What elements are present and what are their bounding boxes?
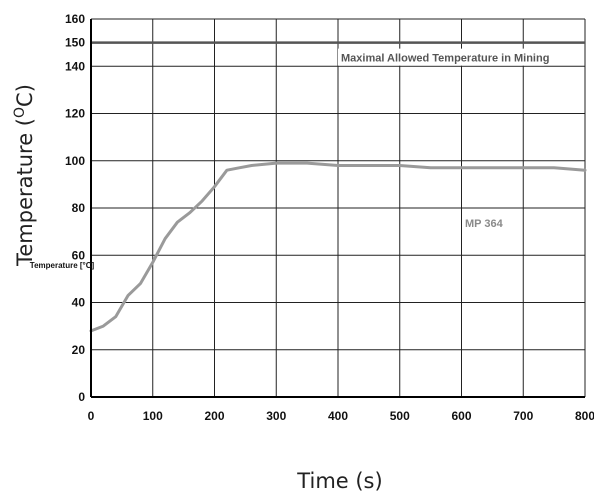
y-tick-label-120: 120 xyxy=(65,107,85,121)
y-tick-label-80: 80 xyxy=(72,201,86,215)
reference-line-group: Maximal Allowed Temperature in Mining xyxy=(91,41,585,66)
y-tick-label-0: 0 xyxy=(78,390,85,404)
y-axis-title-prefix: Temperature ( xyxy=(13,118,37,267)
x-axis-title: Time (s) xyxy=(296,469,382,492)
y-axis-title-sup: O xyxy=(12,107,28,118)
reference-label-bg xyxy=(338,48,544,66)
series-line-0 xyxy=(89,161,587,333)
reference-line-label: Maximal Allowed Temperature in Mining xyxy=(341,53,549,65)
x-tick-label-0: 0 xyxy=(88,409,95,423)
x-tick-label-300: 300 xyxy=(266,409,286,423)
y-tick-label-40: 40 xyxy=(72,296,86,310)
y-tick-label-20: 20 xyxy=(72,343,86,357)
x-tick-label-100: 100 xyxy=(143,409,163,423)
inner-y-label: Temperature [°C] xyxy=(30,261,95,270)
grid-lines xyxy=(90,18,586,398)
y-tick-label-160: 160 xyxy=(65,12,85,26)
axes xyxy=(90,19,585,398)
x-tick-label-500: 500 xyxy=(390,409,410,423)
y-tick-label-60: 60 xyxy=(72,248,86,262)
y-tick-label-140: 140 xyxy=(65,59,85,73)
y-tick-label-100: 100 xyxy=(65,154,85,168)
series-group: MP 364 xyxy=(89,161,587,333)
x-tick-label-700: 700 xyxy=(513,409,533,423)
x-tick-label-600: 600 xyxy=(451,409,471,423)
x-tick-label-800: 800 xyxy=(575,409,594,423)
x-tick-label-400: 400 xyxy=(328,409,348,423)
y-axis-title: Temperature (OC) xyxy=(12,84,37,267)
y-tick-label-150: 150 xyxy=(65,36,85,50)
y-axis-title-suffix: C) xyxy=(13,84,37,107)
series-label-bg-0 xyxy=(462,215,512,230)
tick-labels: 0 100 200 300 400 500 600 700 800 0 20 40 60 80 100 120… xyxy=(65,12,594,423)
x-tick-label-200: 200 xyxy=(204,409,224,423)
series-label-0: MP 364 xyxy=(465,218,504,230)
